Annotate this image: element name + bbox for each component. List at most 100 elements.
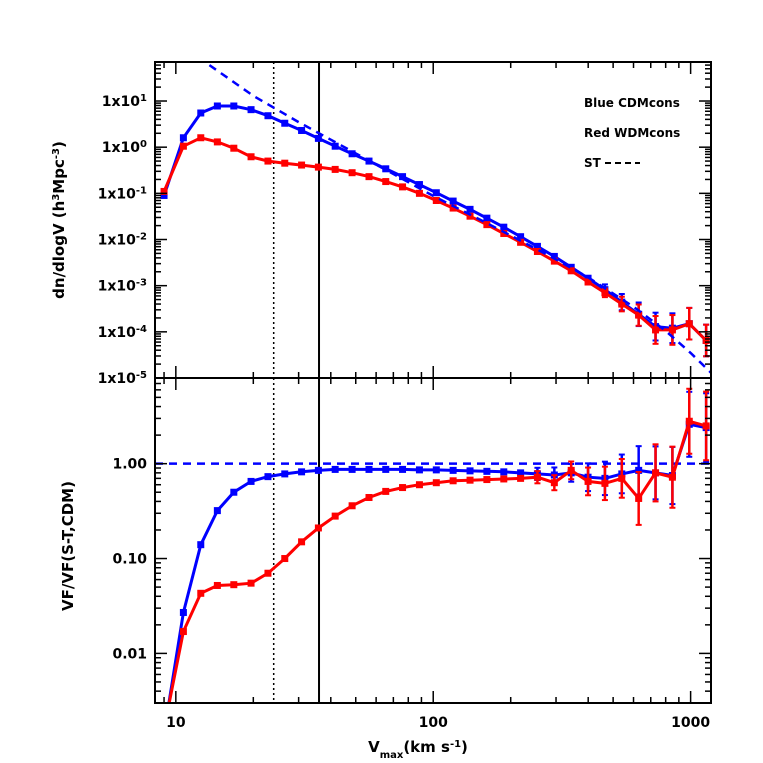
- top-point-CDMcons: [247, 106, 255, 114]
- bottom-point-CDMcons: [247, 477, 255, 485]
- bottom-point-CDMcons: [213, 507, 221, 515]
- bottom-point-WDMcons: [483, 476, 491, 484]
- bottom-y-axis-title: VF/VF(S-T,CDM): [59, 481, 77, 611]
- top-point-WDMcons: [584, 278, 592, 286]
- top-point-WDMcons: [179, 142, 187, 150]
- top-point-WDMcons: [550, 257, 558, 265]
- bottom-point-CDMcons: [382, 465, 390, 473]
- top-point-WDMcons: [668, 326, 676, 334]
- top-point-CDMcons: [230, 102, 238, 110]
- bottom-point-WDMcons: [517, 474, 525, 482]
- bottom-y-tick-label: 1.00: [112, 457, 147, 473]
- bottom-point-WDMcons: [298, 538, 306, 546]
- top-point-WDMcons: [652, 326, 660, 334]
- top-point-WDMcons: [567, 267, 575, 275]
- top-point-CDMcons: [314, 134, 322, 142]
- bottom-point-WDMcons: [668, 473, 676, 481]
- bottom-point-CDMcons: [230, 488, 238, 496]
- top-point-WDMcons: [517, 238, 525, 246]
- bottom-point-WDMcons: [247, 579, 255, 587]
- top-point-WDMcons: [160, 187, 168, 195]
- top-series-ST-line: [208, 64, 711, 374]
- legend-entry-cdm: Blue CDMcons: [584, 96, 680, 110]
- bottom-point-WDMcons: [314, 524, 322, 532]
- top-point-WDMcons: [264, 157, 272, 165]
- bottom-point-WDMcons: [415, 481, 423, 489]
- top-point-WDMcons: [281, 159, 289, 167]
- bottom-y-tick-label: 0.10: [112, 552, 147, 568]
- bottom-point-CDMcons: [635, 466, 643, 474]
- top-y-tick-label: 1x10-2: [98, 231, 147, 249]
- top-point-WDMcons: [533, 247, 541, 255]
- bottom-point-WDMcons: [230, 581, 238, 589]
- x-tick-label: 1000: [671, 715, 710, 731]
- bottom-point-WDMcons: [652, 469, 660, 477]
- bottom-point-CDMcons: [483, 467, 491, 475]
- bottom-point-WDMcons: [432, 479, 440, 487]
- bottom-point-WDMcons: [550, 479, 558, 487]
- bottom-point-WDMcons: [500, 475, 508, 483]
- bottom-point-WDMcons: [365, 493, 373, 501]
- top-point-WDMcons: [702, 336, 710, 344]
- top-y-ticks: 1x101 1x100 1x10-1 1x10-2 1x10-3 1x10-4 1x10-5: [98, 61, 711, 388]
- top-point-WDMcons: [365, 173, 373, 181]
- bottom-point-WDMcons: [164, 707, 171, 714]
- top-point-CDMcons: [500, 223, 508, 231]
- bottom-point-CDMcons: [517, 469, 525, 477]
- top-point-CDMcons: [331, 142, 339, 150]
- top-point-WDMcons: [618, 300, 626, 308]
- top-point-CDMcons: [160, 191, 168, 199]
- bottom-point-WDMcons: [533, 473, 541, 481]
- bottom-point-CDMcons: [415, 466, 423, 474]
- bottom-frame: [154, 377, 712, 704]
- bottom-point-CDMcons: [314, 466, 322, 474]
- top-plot-area: [160, 62, 711, 378]
- top-point-CDMcons: [197, 109, 205, 117]
- bottom-point-CDMcons: [449, 466, 457, 474]
- top-point-WDMcons: [685, 320, 693, 328]
- legend-entry-st: ST: [584, 156, 602, 170]
- top-point-CDMcons: [432, 189, 440, 197]
- bottom-point-CDMcons: [298, 468, 306, 476]
- x-axis-title: Vmax(km s-1): [368, 738, 468, 761]
- top-point-WDMcons: [298, 161, 306, 169]
- top-point-CDMcons: [348, 150, 356, 158]
- legend-entry-wdm: Red WDMcons: [584, 126, 680, 140]
- bottom-point-CDMcons: [281, 470, 289, 478]
- top-point-WDMcons: [449, 204, 457, 212]
- top-y-tick-label: 1x10-5: [98, 370, 147, 388]
- top-point-WDMcons: [483, 221, 491, 229]
- bottom-point-WDMcons: [264, 569, 272, 577]
- top-point-CDMcons: [415, 181, 423, 189]
- top-point-CDMcons: [281, 119, 289, 127]
- legend: Blue CDMcons Red WDMcons ST: [584, 96, 680, 170]
- top-point-CDMcons: [298, 126, 306, 134]
- bottom-point-CDMcons: [179, 608, 187, 616]
- top-point-CDMcons: [382, 165, 390, 173]
- bottom-plot-area: [155, 378, 711, 714]
- bottom-point-CDMcons: [197, 541, 205, 549]
- bottom-point-WDMcons: [685, 417, 693, 425]
- bottom-point-CDMcons: [466, 467, 474, 475]
- x-tick-label: 10: [166, 715, 186, 731]
- bottom-point-CDMcons: [264, 473, 272, 481]
- bottom-point-CDMcons: [500, 468, 508, 476]
- top-point-CDMcons: [399, 173, 407, 181]
- bottom-point-WDMcons: [567, 466, 575, 474]
- top-y-tick-label: 1x10-4: [98, 323, 147, 341]
- top-y-axis-title: dn/dlogV (h3Mpc-3): [50, 141, 68, 299]
- bottom-point-WDMcons: [331, 512, 339, 520]
- top-y-tick-label: 1x10-3: [98, 277, 147, 295]
- bottom-point-CDMcons: [331, 465, 339, 473]
- top-point-CDMcons: [466, 205, 474, 213]
- top-point-WDMcons: [415, 189, 423, 197]
- top-point-WDMcons: [399, 183, 407, 191]
- top-point-WDMcons: [314, 163, 322, 171]
- top-point-CDMcons: [449, 197, 457, 205]
- bottom-point-WDMcons: [382, 487, 390, 495]
- bottom-point-WDMcons: [197, 589, 205, 597]
- top-y-tick-label: 1x10-1: [98, 185, 147, 203]
- top-point-WDMcons: [230, 144, 238, 152]
- top-point-WDMcons: [601, 289, 609, 297]
